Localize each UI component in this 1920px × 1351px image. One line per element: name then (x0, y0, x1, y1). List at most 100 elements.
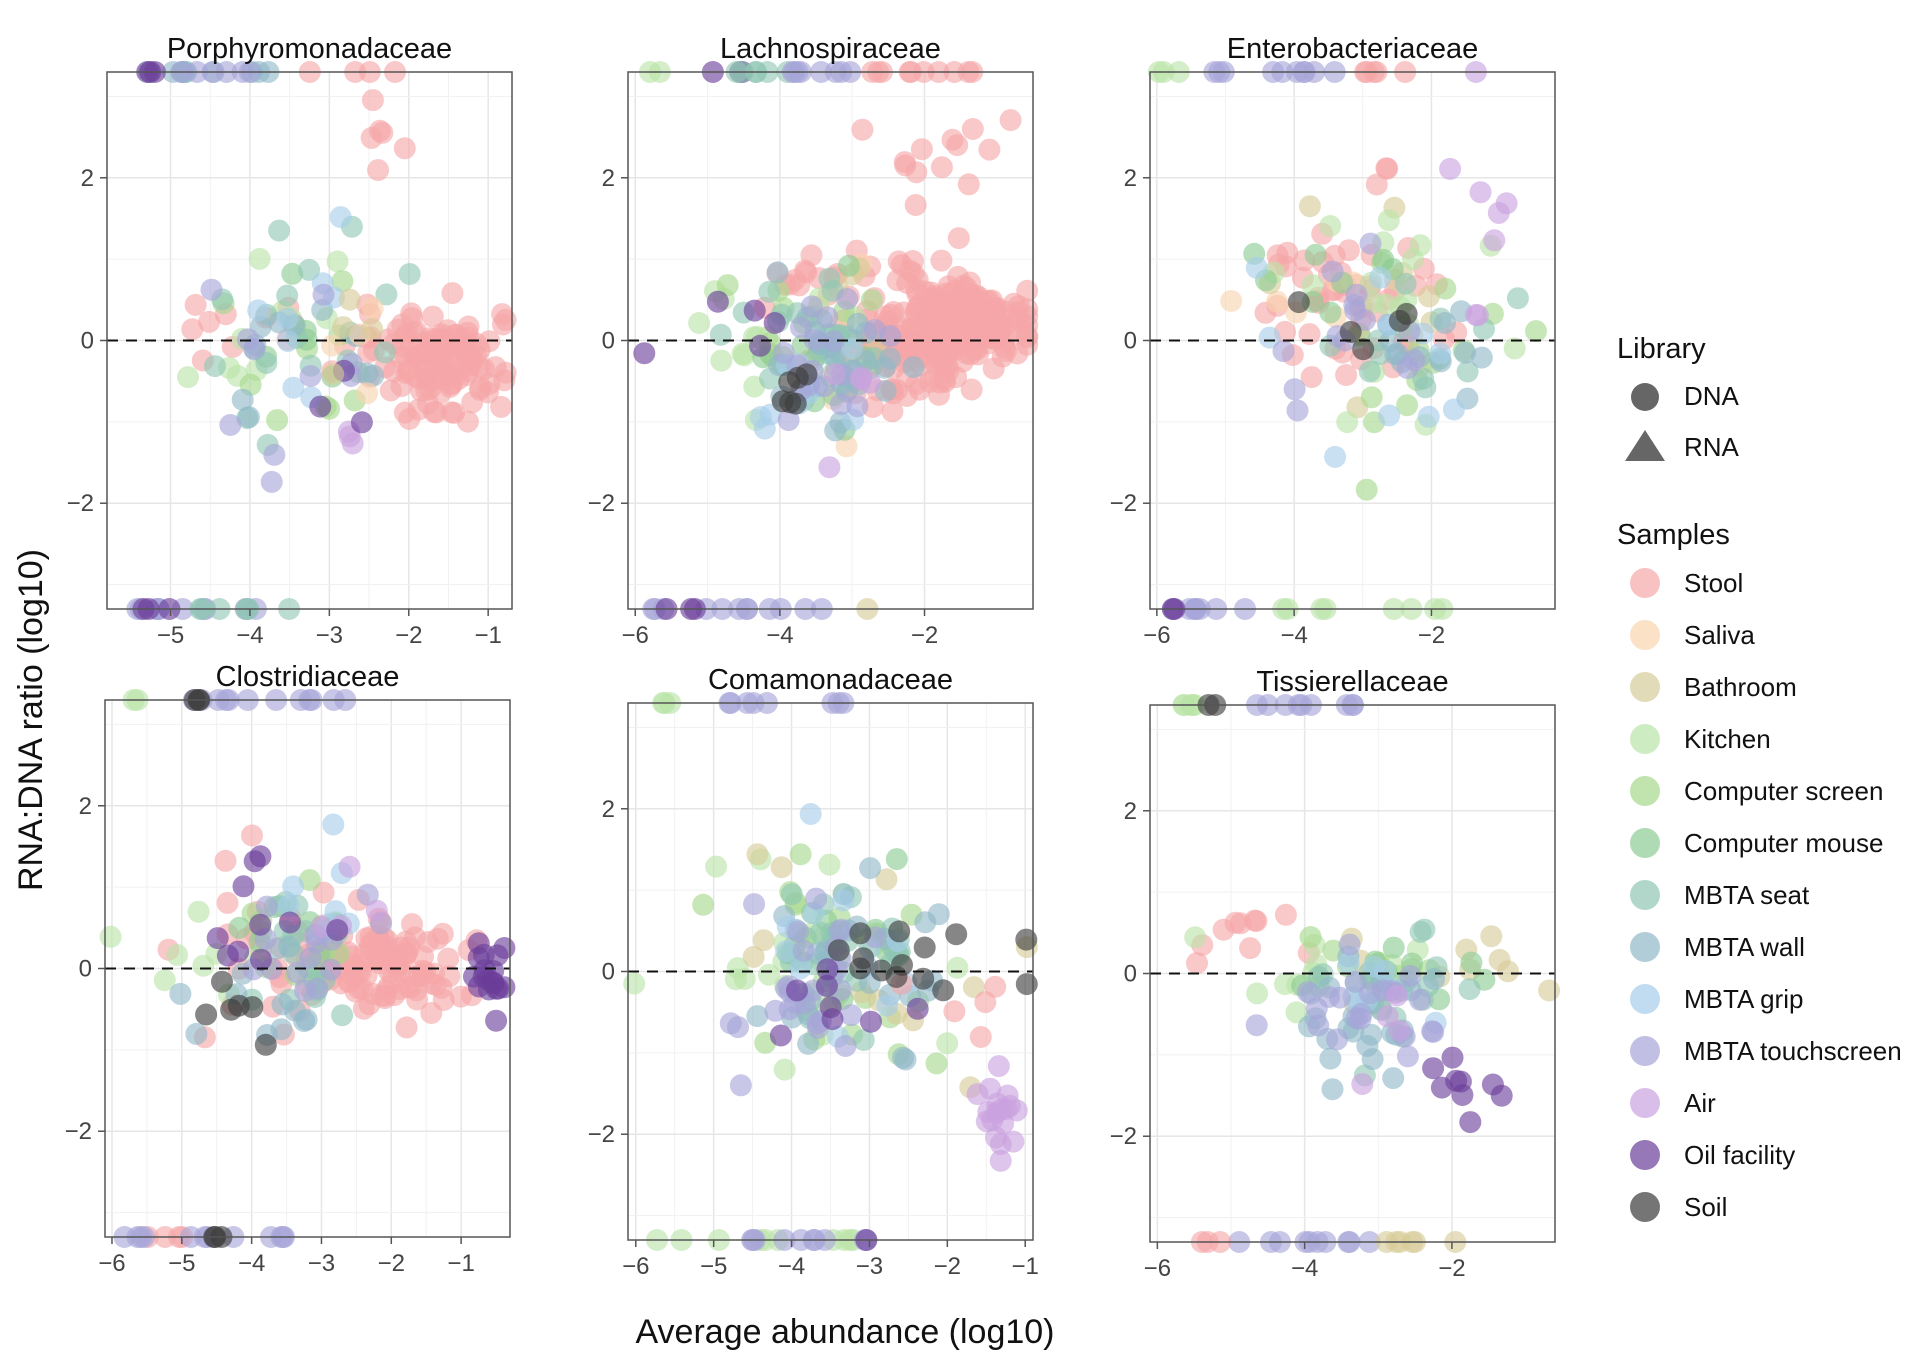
data-point (779, 391, 802, 414)
points-layer (99, 689, 516, 1248)
legend-sample-item: Kitchen (1630, 724, 1771, 754)
data-point (312, 283, 335, 306)
data-point (1245, 1014, 1268, 1037)
data-point (821, 1008, 844, 1031)
data-point (1299, 926, 1322, 948)
data-point (185, 1022, 208, 1045)
data-point (893, 151, 916, 174)
data-point (1441, 1046, 1464, 1069)
data-point (1246, 982, 1269, 1005)
legend-samples-title: Samples (1617, 519, 1730, 551)
data-point (945, 923, 968, 946)
x-tick-label: −1 (474, 622, 501, 649)
data-point (418, 337, 441, 360)
data-point (832, 889, 855, 912)
data-point (1386, 984, 1408, 1007)
data-point (260, 470, 283, 493)
data-point (770, 856, 793, 879)
x-tick-label: −5 (700, 1253, 727, 1280)
data-point (1423, 968, 1446, 990)
data-point (283, 999, 306, 1022)
legend-swatch-icon (1630, 984, 1660, 1014)
data-point (852, 1029, 875, 1051)
x-tick-label: −4 (778, 1253, 805, 1280)
data-point (969, 1026, 992, 1048)
data-point (1305, 997, 1328, 1020)
data-point (1362, 291, 1385, 314)
data-point (777, 409, 800, 432)
legend-swatch-icon (1630, 724, 1660, 754)
data-point (846, 312, 869, 335)
data-point (169, 982, 192, 1005)
data-point (876, 994, 899, 1017)
legend-sample-label: Oil facility (1684, 1140, 1795, 1170)
data-point (947, 227, 970, 250)
data-point (338, 855, 361, 878)
data-point (986, 1092, 1009, 1115)
y-tick-label: 0 (79, 956, 92, 983)
dna-circle-icon (1631, 383, 1659, 411)
data-point (1388, 309, 1411, 332)
data-point (1413, 918, 1436, 941)
data-point (1378, 404, 1401, 427)
legend-sample-label: Computer screen (1684, 776, 1883, 806)
data-point (401, 913, 423, 936)
data-point (1335, 364, 1358, 386)
data-point (787, 920, 810, 943)
legend-swatch-icon (1630, 776, 1660, 806)
data-point (341, 432, 364, 455)
data-point (758, 963, 780, 986)
data-point (1326, 1028, 1348, 1051)
data-point (773, 1058, 796, 1081)
x-tick-label: −6 (1144, 1255, 1171, 1282)
legend-sample-item: MBTA seat (1630, 880, 1810, 910)
legend-swatch-icon (1630, 620, 1660, 650)
data-point (846, 395, 869, 418)
data-point (633, 342, 656, 365)
data-point (465, 345, 488, 367)
data-point (1285, 1001, 1308, 1024)
data-point (623, 972, 646, 995)
data-point (937, 290, 960, 312)
data-point (1336, 411, 1359, 434)
data-point (436, 319, 459, 342)
x-tick-label: −2 (911, 622, 938, 649)
legend-sample-label: Kitchen (1684, 724, 1771, 754)
data-point (914, 911, 937, 934)
legend-sample-item: Soil (1630, 1192, 1727, 1222)
panel-title: Comamonadaceae (708, 664, 953, 696)
data-point (443, 401, 466, 424)
data-point (394, 945, 417, 968)
data-point (1283, 378, 1306, 401)
points-layer (1147, 61, 1547, 620)
data-point (1459, 1111, 1482, 1134)
data-point (278, 911, 301, 934)
legend-library-label-dna: DNA (1684, 381, 1740, 411)
data-point (1304, 243, 1327, 266)
panel-title: Enterobacteriaceae (1227, 33, 1479, 65)
data-point (195, 1003, 218, 1026)
data-point (860, 289, 883, 311)
x-tick-label: −4 (236, 622, 263, 649)
data-point (716, 274, 739, 297)
data-point (326, 919, 349, 941)
data-point (1365, 173, 1388, 196)
legend-library-dna: DNA (1631, 381, 1740, 411)
data-point (356, 883, 379, 906)
data-point (710, 349, 733, 372)
legend-sample-label: MBTA wall (1684, 932, 1805, 962)
data-point (1220, 290, 1243, 312)
data-point (1412, 367, 1435, 390)
legend-sample-item: Air (1630, 1088, 1716, 1118)
data-point (746, 843, 769, 866)
data-point (1016, 333, 1039, 356)
data-point (864, 319, 886, 341)
data-point (494, 308, 517, 331)
data-point (966, 1083, 989, 1106)
data-point (1296, 981, 1319, 1004)
data-point (298, 258, 321, 281)
data-point (749, 334, 772, 357)
x-tick-label: −1 (447, 1250, 474, 1277)
data-point (934, 308, 957, 331)
